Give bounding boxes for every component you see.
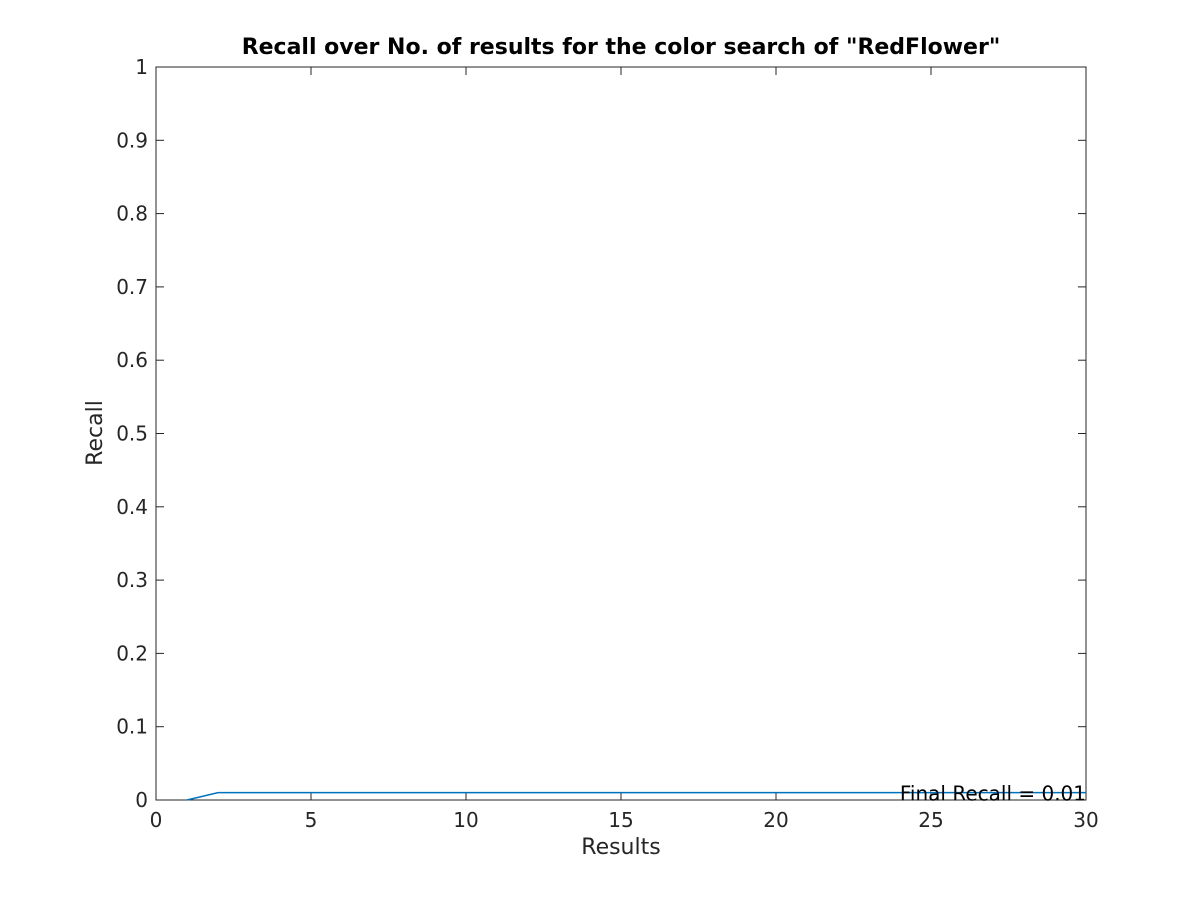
y-tick-label: 0.8 bbox=[116, 202, 148, 226]
y-tick-label: 0.5 bbox=[116, 422, 148, 446]
series-line bbox=[186, 791, 1086, 801]
x-axis-label: Results bbox=[581, 835, 660, 860]
x-tick-label: 5 bbox=[305, 808, 318, 832]
x-tick-label: 30 bbox=[1073, 808, 1098, 832]
plot-area bbox=[156, 67, 1086, 800]
y-tick-label: 0.9 bbox=[116, 128, 148, 152]
x-tick-label: 15 bbox=[608, 808, 633, 832]
y-tick-label: 0.4 bbox=[116, 495, 148, 519]
y-tick-label: 0.1 bbox=[116, 715, 148, 739]
axes: 0 5 10 15 20 25 30 0 0.1 0.2 0.3 0.4 0.5 0.6 0.7 0.8 0.9… bbox=[116, 55, 1099, 832]
final-recall-annotation: Final Recall = 0.01 bbox=[900, 782, 1086, 806]
x-tick-label: 20 bbox=[763, 808, 788, 832]
y-tick-label: 0.7 bbox=[116, 275, 148, 299]
x-tick-label: 10 bbox=[453, 808, 478, 832]
y-tick-label: 0.3 bbox=[116, 568, 148, 592]
x-tick-label: 25 bbox=[918, 808, 943, 832]
y-tick-label: 0 bbox=[135, 788, 148, 812]
annotation-layer: Final Recall = 0.01 bbox=[900, 782, 1086, 806]
y-tick-label: 1 bbox=[135, 55, 148, 79]
x-tick-label: 0 bbox=[150, 808, 163, 832]
series-layer bbox=[186, 791, 1086, 801]
y-tick-label: 0.6 bbox=[116, 348, 148, 372]
y-axis-label: Recall bbox=[83, 400, 108, 466]
chart-title: Recall over No. of results for the color… bbox=[242, 35, 1001, 60]
y-tick-label: 0.2 bbox=[116, 641, 148, 665]
